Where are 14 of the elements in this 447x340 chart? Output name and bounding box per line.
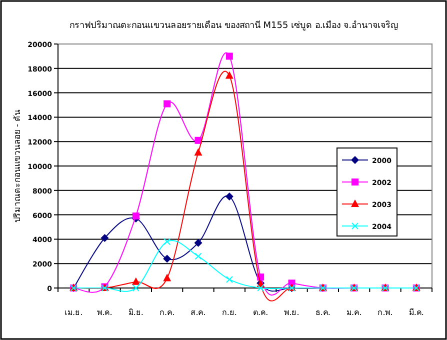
y-axis-title: ปริมาณตะกอนแขวนลอย - ตัน bbox=[13, 109, 23, 223]
x-tick-label: ธ.ค. bbox=[315, 308, 330, 317]
x-tick-label: ก.ค. bbox=[160, 308, 175, 317]
x-tick-label: มิ.ย. bbox=[128, 308, 144, 317]
x-tick-label: ก.พ. bbox=[378, 308, 393, 317]
x-tick-label: ม.ค. bbox=[346, 308, 362, 317]
x-tick-label: เม.ย. bbox=[64, 308, 83, 317]
x-tick-label: มี.ค. bbox=[408, 308, 424, 317]
x-tick-label: พ.ค. bbox=[97, 308, 112, 317]
x-tick-label: ก.ย. bbox=[222, 308, 237, 317]
x-tick-label: ส.ค. bbox=[190, 308, 206, 317]
x-tick-label: ต.ค. bbox=[253, 308, 268, 317]
chart-title: กราฟปริมาณตะกอนแขวนลอยรายเดือน ของสถานี M155 เซ่บูด อ.เมือง จ.อำนาจเจริญ bbox=[70, 20, 398, 31]
x-tick-label: พ.ย. bbox=[284, 308, 300, 317]
